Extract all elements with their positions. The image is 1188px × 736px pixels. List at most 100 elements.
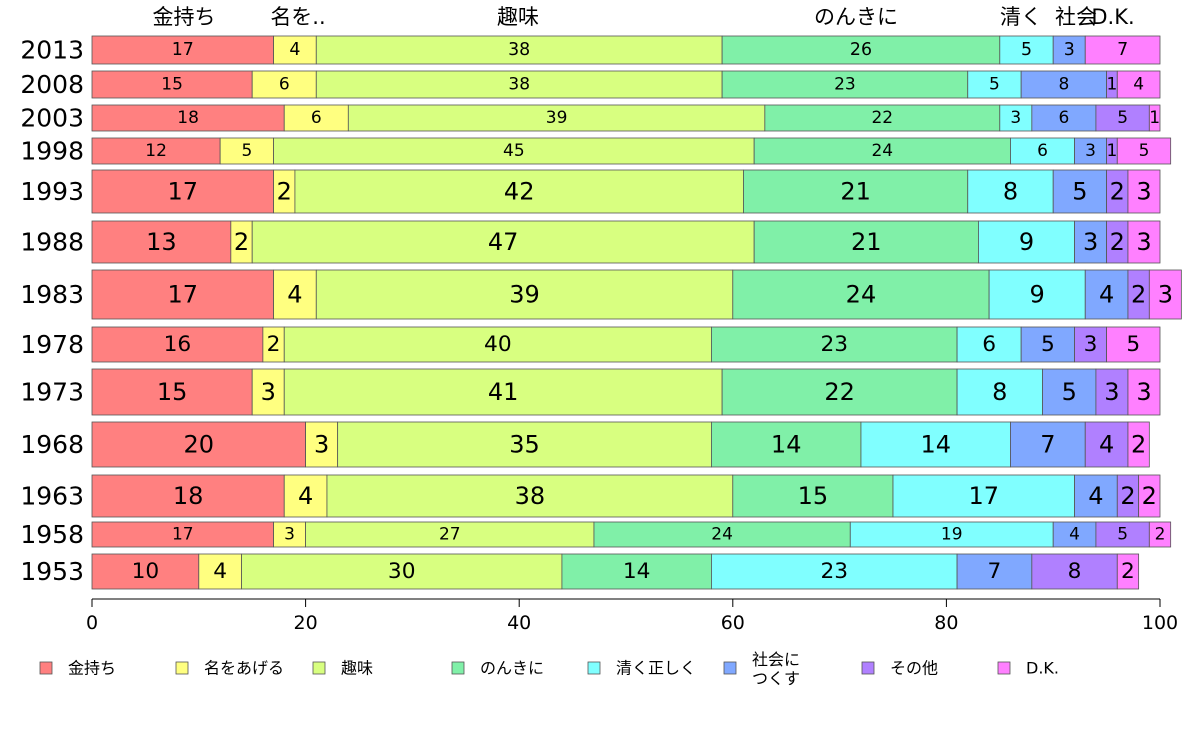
segment-value-label: 24 — [711, 525, 733, 545]
legend-swatch — [723, 661, 737, 675]
bar-segment — [315, 269, 734, 320]
segment-value-label: 5 — [241, 141, 252, 161]
x-tick-label: 40 — [507, 612, 531, 634]
segment-value-label: 26 — [850, 40, 872, 60]
bar-segment — [91, 169, 274, 214]
bar-segment — [1106, 326, 1161, 363]
bar-segment — [956, 326, 1022, 363]
segment-value-label: 8 — [992, 378, 1007, 406]
segment-value-label: 5 — [1041, 332, 1055, 357]
segment-value-label: 5 — [1126, 332, 1140, 357]
legend-swatch — [587, 661, 601, 675]
year-label: 1963 — [20, 482, 84, 511]
segment-value-label: 19 — [941, 525, 963, 545]
segment-value-label: 23 — [834, 75, 856, 95]
bar-segment — [1052, 35, 1086, 65]
segment-value-label: 3 — [1010, 108, 1021, 128]
bar-segment — [860, 421, 1011, 468]
segment-value-label: 2 — [1110, 228, 1125, 256]
column-header: 清く — [1000, 5, 1042, 29]
bar-segment — [305, 521, 595, 548]
year-label: 1998 — [20, 137, 84, 166]
segment-value-label: 30 — [388, 559, 416, 584]
bar-segment — [1052, 169, 1107, 214]
bar-segment — [294, 169, 744, 214]
bar-segment — [1127, 220, 1161, 264]
segment-value-label: 15 — [798, 482, 829, 510]
bar-segment — [1095, 521, 1150, 548]
year-label: 1993 — [20, 177, 84, 206]
segment-value-label: 5 — [1139, 141, 1150, 161]
x-tick-label: 60 — [721, 612, 745, 634]
bar-segment — [198, 553, 242, 590]
bar-segment — [967, 70, 1022, 99]
bar-segment — [956, 368, 1043, 416]
year-label: 1953 — [20, 557, 84, 586]
segment-value-label: 41 — [488, 378, 519, 406]
bar-segment — [743, 169, 969, 214]
year-label: 1968 — [20, 430, 84, 459]
bar-segment — [283, 368, 723, 416]
segment-value-label: 20 — [184, 431, 215, 459]
bar-segment — [711, 326, 958, 363]
segment-value-label: 3 — [1104, 378, 1119, 406]
legend-label: 名をあげる — [204, 659, 284, 678]
bar-segment — [1042, 368, 1097, 416]
segment-value-label: 47 — [488, 228, 519, 256]
x-tick-label: 0 — [86, 612, 98, 634]
bar-segment — [764, 104, 1001, 132]
segment-value-label: 4 — [1133, 75, 1144, 95]
column-header: 名を.. — [270, 5, 325, 29]
segment-value-label: 39 — [546, 108, 568, 128]
segment-value-label: 2 — [1155, 525, 1166, 545]
x-tick-label: 20 — [294, 612, 318, 634]
segment-value-label: 4 — [289, 40, 300, 60]
segment-value-label: 13 — [146, 228, 177, 256]
legend-swatch — [312, 661, 326, 675]
segment-value-label: 3 — [1136, 178, 1151, 206]
segment-value-label: 2 — [1121, 559, 1135, 584]
segment-value-label: 1 — [1107, 75, 1118, 95]
column-header: 社会 — [1055, 5, 1097, 29]
segment-value-label: 16 — [164, 332, 192, 357]
bar-segment — [283, 474, 328, 518]
segment-value-label: 39 — [509, 281, 540, 309]
segment-value-label: 3 — [1064, 40, 1075, 60]
segment-value-label: 3 — [1083, 228, 1098, 256]
segment-value-label: 12 — [145, 141, 167, 161]
segment-value-label: 23 — [820, 559, 848, 584]
segment-value-label: 14 — [920, 431, 951, 459]
segment-value-label: 3 — [1136, 378, 1151, 406]
segment-value-label: 2 — [1110, 178, 1125, 206]
segment-value-label: 18 — [173, 482, 204, 510]
segment-value-label: 7 — [1117, 40, 1128, 60]
column-header: 金持ち — [153, 5, 216, 29]
bar-segment — [988, 269, 1086, 320]
bar-segment — [1116, 553, 1140, 590]
segment-value-label: 14 — [771, 431, 802, 459]
year-label: 1988 — [20, 228, 84, 257]
segment-value-label: 7 — [988, 559, 1002, 584]
segment-value-label: 38 — [508, 75, 530, 95]
segment-value-label: 38 — [515, 482, 546, 510]
bar-segment — [561, 553, 712, 590]
segment-value-label: 22 — [824, 378, 855, 406]
segment-value-label: 9 — [1019, 228, 1034, 256]
segment-value-label: 23 — [820, 332, 848, 357]
bar-segment — [91, 269, 274, 320]
year-label: 1978 — [20, 330, 84, 359]
segment-value-label: 5 — [1062, 378, 1077, 406]
bar-segment — [1084, 269, 1129, 320]
segment-value-label: 2 — [1142, 482, 1157, 510]
segment-value-label: 8 — [1003, 178, 1018, 206]
segment-value-label: 4 — [1069, 525, 1080, 545]
segment-value-label: 8 — [1068, 559, 1082, 584]
bar-segment — [753, 220, 979, 264]
year-label: 1973 — [20, 378, 84, 407]
bar-segment — [1138, 474, 1161, 518]
bar-segment — [1010, 137, 1075, 165]
segment-value-label: 40 — [484, 332, 512, 357]
legend-label: D.K. — [1026, 659, 1059, 678]
bar-segment — [1148, 269, 1182, 320]
segment-value-label: 2 — [1131, 431, 1146, 459]
